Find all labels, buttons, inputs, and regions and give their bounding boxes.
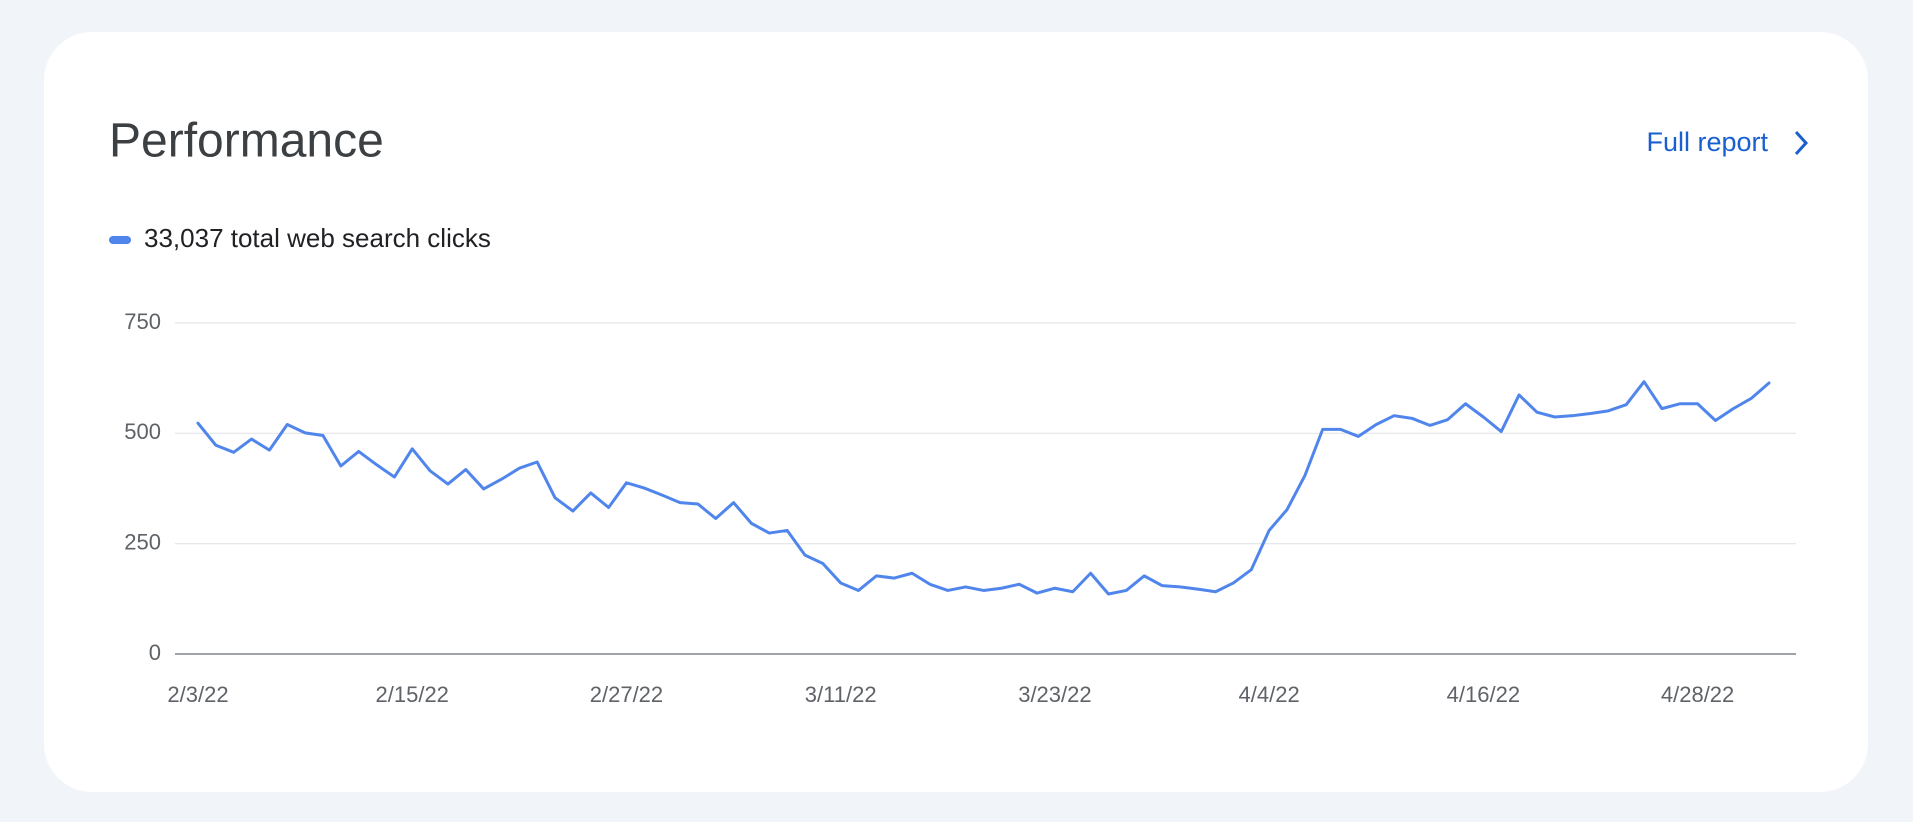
x-tick-label: 2/27/22 [590,682,663,707]
y-tick-label: 750 [124,309,161,334]
card-title: Performance [109,115,384,168]
card [44,32,1868,792]
legend-label: 33,037 total web search clicks [144,223,491,253]
y-tick-label: 250 [124,529,161,554]
series-line [196,380,1771,596]
chevron-icon[interactable] [1794,130,1809,156]
y-tick-label: 0 [149,640,161,665]
legend-swatch [109,236,131,244]
x-tick-label: 3/23/22 [1018,682,1091,707]
y-tick-label: 500 [124,419,161,444]
x-tick-label: 4/4/22 [1239,682,1300,707]
x-tick-label: 4/28/22 [1661,682,1734,707]
x-tick-label: 4/16/22 [1447,682,1520,707]
x-tick-label: 2/3/22 [167,682,228,707]
full-report-link[interactable]: Full report [1646,127,1768,157]
x-tick-label: 3/11/22 [805,682,877,707]
x-tick-label: 2/15/22 [376,682,449,707]
